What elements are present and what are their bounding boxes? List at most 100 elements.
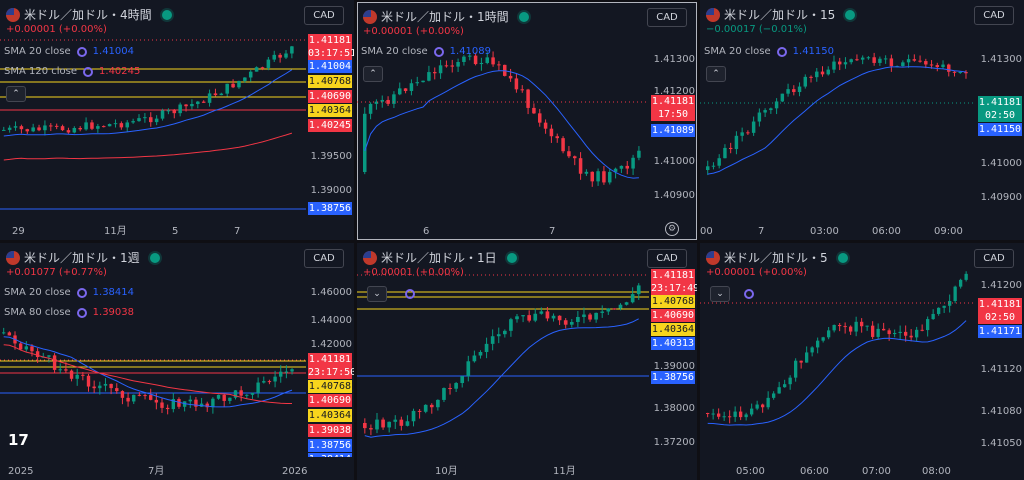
sma-legend[interactable]: SMA 120 close 1.40245 (4, 66, 141, 77)
x-tick: 00 (700, 226, 713, 237)
currency-button[interactable]: CAD (304, 249, 344, 268)
price-tag: 1.41181 (651, 269, 695, 282)
currency-button[interactable]: CAD (304, 6, 344, 25)
price-tag: 1.41181 (651, 95, 695, 108)
candle-body (284, 371, 289, 373)
chart-canvas[interactable] (0, 243, 354, 480)
chart-canvas[interactable] (357, 243, 697, 480)
candle-body (363, 423, 367, 429)
candle-body (267, 381, 272, 383)
candle-body (826, 69, 830, 75)
indicator-icon[interactable] (776, 46, 787, 57)
candle-body (821, 337, 825, 341)
symbol-title[interactable]: 米ドル／加ドル・1日 (363, 249, 517, 266)
symbol-title[interactable]: 米ドル／加ドル・15 (706, 6, 856, 23)
symbol-title[interactable]: 米ドル／加ドル・1時間 (363, 8, 529, 25)
candle-body (952, 71, 957, 73)
candle-body (30, 346, 34, 352)
candle-body (947, 64, 951, 72)
tradingview-logo[interactable]: 17 (8, 431, 29, 449)
symbol-title[interactable]: 米ドル／加ドル・5 (706, 249, 848, 266)
candle-body (54, 125, 59, 127)
level-tag: 1.40364 (308, 409, 352, 422)
candle-body (284, 53, 288, 58)
candle-body (52, 355, 57, 370)
candle-body (160, 402, 164, 408)
candle-body (78, 127, 82, 130)
candle-body (2, 332, 6, 334)
currency-button[interactable]: CAD (647, 249, 687, 268)
x-tick: 7 (234, 226, 241, 237)
flag-icon (6, 250, 20, 265)
candle-body (871, 325, 875, 337)
sma-legend[interactable]: SMA 20 close 1.41150 (704, 46, 835, 57)
symbol-title[interactable]: 米ドル／加ドル・1週 (6, 249, 160, 266)
candle-body (551, 315, 556, 319)
candle-body (450, 65, 454, 67)
symbol-title[interactable]: 米ドル／加ドル・4時間 (6, 6, 172, 23)
indicator-icon[interactable] (76, 46, 87, 57)
candle-body (964, 71, 968, 74)
settings-icon[interactable]: ⚙ (665, 222, 679, 236)
chart-panel-4h[interactable]: 米ドル／加ドル・4時間 +0.00001 (+0.00%) SMA 20 clo… (0, 0, 354, 240)
chart-panel-5m[interactable]: 米ドル／加ドル・5 +0.00001 (+0.00%) ⌄ CAD 1.4120… (700, 243, 1024, 480)
x-tick: 29 (12, 226, 25, 237)
candle-body (521, 315, 525, 317)
candle-body (433, 72, 437, 74)
candle-body (809, 76, 813, 78)
indicator-icon[interactable] (76, 287, 87, 298)
currency-button[interactable]: CAD (974, 249, 1014, 268)
candle-body (757, 112, 762, 122)
currency-button[interactable]: CAD (647, 8, 687, 27)
collapse-legend-button[interactable]: ⌃ (706, 66, 726, 82)
chart-canvas[interactable] (700, 243, 1024, 480)
chart-panel-15m[interactable]: 米ドル／加ドル・15 −0.00017 (−0.01%) SMA 20 clos… (700, 0, 1024, 240)
candle-body (948, 301, 952, 306)
candle-body (171, 399, 176, 410)
sma-legend[interactable]: SMA 80 close 1.39038 (4, 307, 135, 318)
candle-body (254, 67, 259, 72)
candle-body (750, 408, 754, 415)
chart-canvas[interactable] (0, 0, 354, 240)
expand-legend-button[interactable]: ⌄ (367, 286, 387, 302)
candle-body (24, 346, 29, 350)
candle-body (119, 123, 124, 128)
sma-line (3, 69, 293, 137)
candle-body (786, 89, 790, 94)
y-tick: 1.41080 (980, 406, 1022, 417)
candle-body (563, 320, 568, 325)
candle-body (84, 122, 88, 130)
indicator-icon[interactable] (405, 289, 415, 299)
indicator-icon[interactable] (433, 46, 444, 57)
sma-legend[interactable]: SMA 20 close 1.38414 (4, 287, 135, 298)
market-status-icon (518, 11, 529, 22)
flag-icon (6, 7, 20, 22)
chart-panel-1h[interactable]: 米ドル／加ドル・1時間 +0.00001 (+0.00%) SMA 20 clo… (357, 2, 697, 240)
chart-panel-1w[interactable]: 米ドル／加ドル・1週 +0.01077 (+0.77%) SMA 20 clos… (0, 243, 354, 480)
indicator-icon[interactable] (744, 289, 754, 299)
expand-legend-button[interactable]: ⌄ (710, 286, 730, 302)
candle-body (381, 419, 385, 428)
candle-body (772, 393, 776, 398)
sma-legend[interactable]: SMA 20 close 1.41004 (4, 46, 135, 57)
market-status-icon (837, 252, 848, 263)
sma-legend[interactable]: SMA 20 close 1.41089 (361, 46, 492, 57)
candle-body (262, 381, 266, 383)
chart-canvas[interactable] (700, 0, 1024, 240)
candle-body (508, 75, 513, 79)
indicator-icon[interactable] (83, 66, 94, 77)
candle-body (243, 77, 247, 81)
collapse-legend-button[interactable]: ⌃ (6, 86, 26, 102)
chart-panel-1d[interactable]: 米ドル／加ドル・1日 +0.00001 (+0.00%) ⌄ CAD 1.390… (357, 243, 697, 480)
collapse-legend-button[interactable]: ⌃ (363, 66, 383, 82)
currency-button[interactable]: CAD (974, 6, 1014, 25)
candle-body (485, 57, 489, 63)
chart-canvas[interactable] (357, 2, 697, 240)
indicator-icon[interactable] (76, 307, 87, 318)
price-change: +0.00001 (+0.00%) (706, 267, 807, 278)
flag-icon (363, 250, 377, 265)
candle-body (797, 86, 802, 93)
candle-body (273, 376, 277, 382)
candle-body (421, 80, 425, 83)
candle-body (728, 416, 732, 418)
